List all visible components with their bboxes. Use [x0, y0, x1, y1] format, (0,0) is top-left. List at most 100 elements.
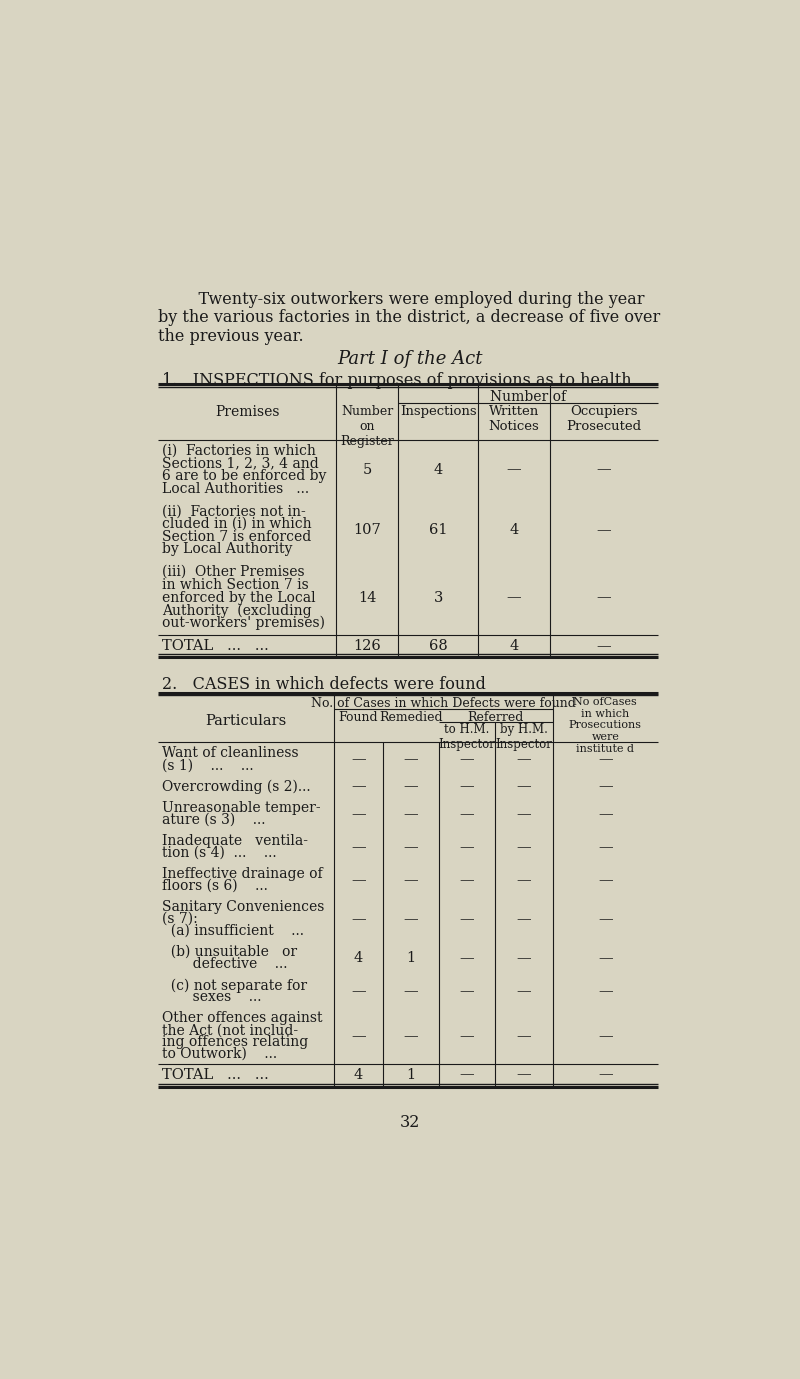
Text: —: — — [597, 462, 611, 477]
Text: sexes    ...: sexes ... — [162, 990, 262, 1004]
Text: —: — — [598, 985, 613, 998]
Text: —: — — [351, 840, 366, 854]
Text: TOTAL   ...   ...: TOTAL ... ... — [162, 1067, 269, 1081]
Text: floors (s 6)    ...: floors (s 6) ... — [162, 878, 268, 892]
Text: —: — — [403, 807, 418, 821]
Text: 1: 1 — [406, 952, 415, 965]
Text: (s 7):: (s 7): — [162, 912, 198, 925]
Text: —: — — [517, 912, 531, 925]
Text: —: — — [460, 779, 474, 793]
Text: 14: 14 — [358, 590, 377, 604]
Text: to H.M.
Inspector: to H.M. Inspector — [438, 724, 495, 752]
Text: (i)  Factories in which: (i) Factories in which — [162, 444, 316, 458]
Text: 6 are to be enforced by: 6 are to be enforced by — [162, 469, 326, 483]
Text: No. of Cases in which Defects were found: No. of Cases in which Defects were found — [311, 698, 576, 710]
Text: —: — — [517, 952, 531, 965]
Text: the previous year.: the previous year. — [158, 328, 304, 345]
Text: —: — — [517, 1067, 531, 1081]
Text: No ofCases
in which
Prosecutions
were
institute d: No ofCases in which Prosecutions were in… — [569, 698, 642, 753]
Text: —: — — [517, 985, 531, 998]
Text: 1: 1 — [406, 1067, 415, 1081]
Text: Written
Notices: Written Notices — [489, 405, 539, 433]
Text: tion (s 4)  ...    ...: tion (s 4) ... ... — [162, 845, 277, 859]
Text: to Outwork)    ...: to Outwork) ... — [162, 1047, 277, 1060]
Text: Part I of the Act: Part I of the Act — [338, 350, 482, 368]
Text: enforced by the Local: enforced by the Local — [162, 590, 316, 604]
Text: —: — — [517, 1029, 531, 1044]
Text: Inadequate   ventila-: Inadequate ventila- — [162, 834, 308, 848]
Text: cluded in (i) in which: cluded in (i) in which — [162, 517, 312, 531]
Text: Referred: Referred — [467, 712, 524, 724]
Text: (c) not separate for: (c) not separate for — [162, 978, 307, 993]
Text: —: — — [351, 1029, 366, 1044]
Text: —: — — [598, 952, 613, 965]
Text: —: — — [598, 1067, 613, 1081]
Text: —: — — [598, 1029, 613, 1044]
Text: Local Authorities   ...: Local Authorities ... — [162, 481, 309, 495]
Text: the Act (not includ-: the Act (not includ- — [162, 1023, 298, 1037]
Text: —: — — [597, 590, 611, 604]
Text: Overcrowding (s 2)...: Overcrowding (s 2)... — [162, 779, 310, 794]
Text: —: — — [351, 779, 366, 793]
Text: Premises: Premises — [215, 405, 279, 419]
Text: —: — — [460, 985, 474, 998]
Text: 4: 4 — [510, 524, 518, 538]
Text: —: — — [597, 524, 611, 538]
Text: by Local Authority: by Local Authority — [162, 542, 292, 556]
Text: Other offences against: Other offences against — [162, 1011, 322, 1026]
Text: —: — — [403, 753, 418, 767]
Text: (ii)  Factories not in-: (ii) Factories not in- — [162, 505, 306, 519]
Text: 68: 68 — [429, 638, 448, 652]
Text: out-workers' premises): out-workers' premises) — [162, 616, 325, 630]
Text: 3: 3 — [434, 590, 443, 604]
Text: Number of: Number of — [490, 389, 566, 404]
Text: in which Section 7 is: in which Section 7 is — [162, 578, 309, 592]
Text: ature (s 3)    ...: ature (s 3) ... — [162, 812, 266, 826]
Text: defective    ...: defective ... — [162, 957, 287, 971]
Text: —: — — [598, 753, 613, 767]
Text: by the various factories in the district, a decrease of five over: by the various factories in the district… — [158, 309, 660, 327]
Text: —: — — [460, 807, 474, 821]
Text: —: — — [403, 985, 418, 998]
Text: Number
on
Register: Number on Register — [341, 405, 394, 448]
Text: Occupiers
Prosecuted: Occupiers Prosecuted — [566, 405, 642, 433]
Text: Authority  (excluding: Authority (excluding — [162, 603, 312, 618]
Text: Remedied: Remedied — [379, 712, 442, 724]
Text: 4: 4 — [354, 952, 363, 965]
Text: —: — — [506, 462, 521, 477]
Text: —: — — [403, 912, 418, 925]
Text: —: — — [506, 590, 521, 604]
Text: —: — — [517, 753, 531, 767]
Text: Sanitary Conveniences: Sanitary Conveniences — [162, 900, 324, 914]
Text: —: — — [460, 873, 474, 887]
Text: by H.M.
Inspector: by H.M. Inspector — [495, 724, 552, 752]
Text: —: — — [460, 753, 474, 767]
Text: —: — — [460, 912, 474, 925]
Text: —: — — [351, 912, 366, 925]
Text: 1.   INSPECTIONS for purposes of provisions as to health: 1. INSPECTIONS for purposes of provision… — [162, 372, 632, 389]
Text: —: — — [403, 1029, 418, 1044]
Text: Unreasonable temper-: Unreasonable temper- — [162, 801, 321, 815]
Text: —: — — [460, 840, 474, 854]
Text: Section 7 is enforced: Section 7 is enforced — [162, 530, 311, 543]
Text: (a) insufficient    ...: (a) insufficient ... — [162, 924, 304, 938]
Text: —: — — [351, 807, 366, 821]
Text: —: — — [517, 807, 531, 821]
Text: 4: 4 — [510, 638, 518, 652]
Text: —: — — [403, 873, 418, 887]
Text: 5: 5 — [362, 462, 372, 477]
Text: —: — — [517, 779, 531, 793]
Text: Particulars: Particulars — [206, 714, 286, 728]
Text: 107: 107 — [354, 524, 382, 538]
Text: Inspections: Inspections — [400, 405, 477, 418]
Text: —: — — [403, 840, 418, 854]
Text: —: — — [460, 952, 474, 965]
Text: Twenty-six outworkers were employed during the year: Twenty-six outworkers were employed duri… — [178, 291, 644, 308]
Text: (s 1)    ...    ...: (s 1) ... ... — [162, 758, 254, 772]
Text: —: — — [460, 1029, 474, 1044]
Text: —: — — [517, 840, 531, 854]
Text: 2.   CASES in which defects were found: 2. CASES in which defects were found — [162, 676, 486, 692]
Text: —: — — [597, 638, 611, 652]
Text: 126: 126 — [354, 638, 382, 652]
Text: Sections 1, 2, 3, 4 and: Sections 1, 2, 3, 4 and — [162, 456, 318, 470]
